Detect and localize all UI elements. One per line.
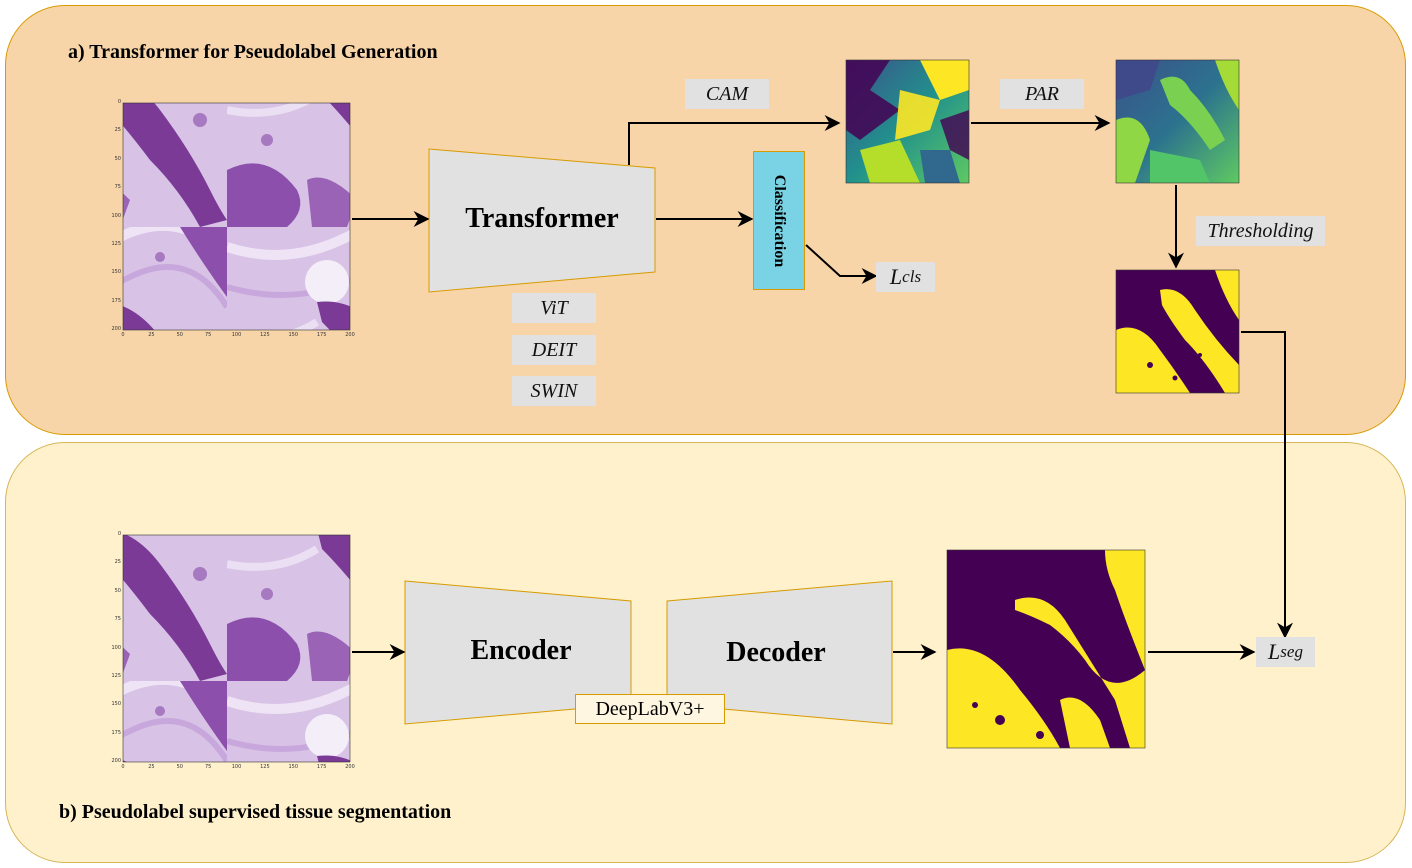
par-label: PAR	[1000, 79, 1084, 109]
classification-label: Classification	[771, 174, 788, 267]
arrow-mask-to-lseg	[1241, 331, 1293, 639]
cam-heatmap-image	[845, 59, 970, 184]
x-tick-label: 100	[231, 332, 242, 338]
x-tick-label: 25	[148, 764, 155, 770]
y-tick-label: 0	[117, 99, 121, 105]
panel-a-title: a) Transformer for Pseudolabel Generatio…	[68, 41, 438, 63]
input-tissue-image-a	[122, 102, 351, 331]
thresholded-mask-image	[1115, 269, 1240, 394]
y-tick-label: 0	[117, 531, 121, 537]
backbone-swin: SWIN	[512, 376, 596, 406]
y-tick-label: 150	[111, 269, 121, 276]
loss-seg-main: L	[1268, 639, 1281, 664]
y-tick-label: 75	[114, 616, 121, 623]
y-tick-label: 200	[111, 758, 121, 764]
y-tick-label: 200	[111, 326, 121, 332]
x-tick-label: 75	[204, 332, 212, 338]
loss-cls-sub: cls	[902, 267, 922, 286]
y-tick-label: 100	[111, 212, 121, 219]
x-tick-label: 175	[316, 332, 327, 338]
y-tick-label: 150	[111, 701, 121, 708]
x-tick-label: 125	[260, 332, 270, 338]
x-tick-label: 50	[176, 332, 183, 338]
arrow-transformer-to-cam	[628, 115, 841, 165]
x-tick-label: 75	[204, 764, 212, 770]
thresholding-label: Thresholding	[1196, 216, 1325, 246]
cam-label: CAM	[685, 79, 769, 109]
x-tick-label: 150	[288, 764, 299, 770]
y-tick-label: 175	[111, 729, 121, 736]
x-tick-label: 0	[121, 764, 125, 770]
y-tick-label: 100	[111, 644, 121, 651]
backbone-vit: ViT	[512, 293, 596, 323]
panel-b-title: b) Pseudolabel supervised tissue segment…	[59, 801, 452, 823]
x-tick-label: 175	[316, 764, 327, 770]
transformer-block	[428, 148, 656, 293]
y-tick-label: 75	[114, 184, 121, 191]
encoder-label: Encoder	[470, 635, 572, 666]
deeplab-label: DeepLabV3+	[575, 694, 725, 724]
x-tick-label: 100	[231, 764, 242, 770]
y-tick-label: 50	[114, 587, 121, 594]
classification-block: Classification	[753, 151, 805, 290]
y-tick-label: 125	[111, 672, 121, 679]
decoder-block	[666, 580, 893, 725]
x-tick-label: 50	[176, 764, 183, 770]
loss-cls-main: L	[889, 264, 903, 289]
input-tissue-image-b	[122, 534, 351, 763]
par-refined-image	[1115, 59, 1240, 184]
x-tick-label: 200	[345, 764, 355, 770]
x-tick-label: 0	[121, 332, 125, 338]
transformer-label: Transformer	[465, 203, 619, 234]
y-tick-label: 50	[114, 155, 121, 162]
loss-seg-sub: seg	[1280, 642, 1303, 661]
y-tick-label: 25	[114, 127, 121, 134]
x-tick-label: 150	[288, 332, 299, 338]
y-tick-label: 25	[114, 559, 121, 566]
x-tick-label: 200	[345, 332, 355, 338]
x-tick-label: 25	[148, 332, 155, 338]
output-segmentation-image	[946, 549, 1146, 749]
y-tick-label: 175	[111, 297, 121, 304]
decoder-label: Decoder	[726, 637, 826, 668]
arrow-classification-to-lcls	[805, 244, 878, 284]
backbone-deit: DEIT	[512, 335, 596, 365]
y-tick-label: 125	[111, 240, 121, 247]
x-tick-label: 125	[260, 764, 270, 770]
